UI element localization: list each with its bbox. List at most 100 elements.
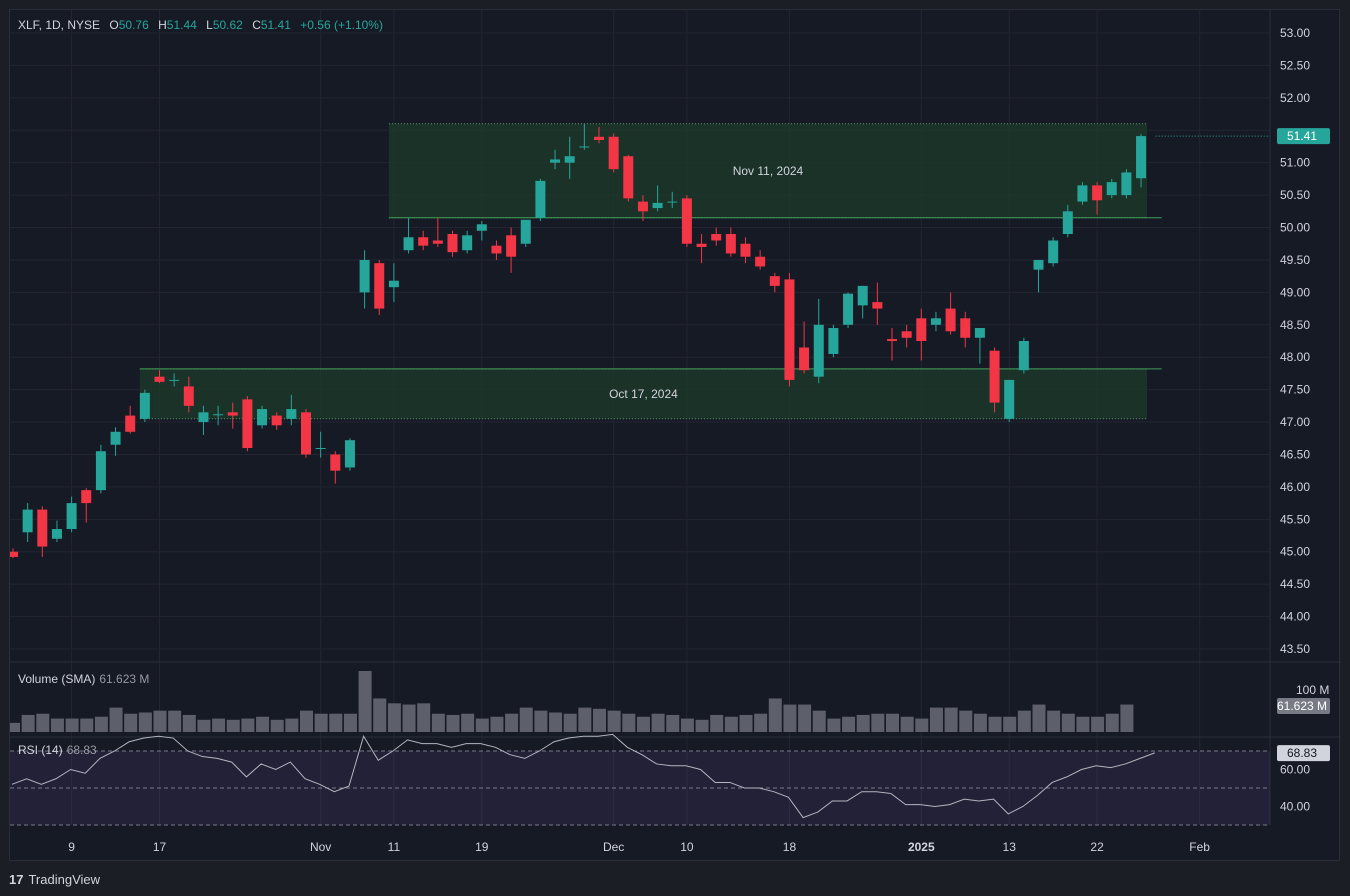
candle-body	[1018, 341, 1029, 371]
high-label: H	[158, 18, 167, 32]
candle-body	[418, 237, 429, 246]
candle	[418, 230, 429, 251]
footer: 17 TradingView	[9, 870, 100, 888]
price-tick-label: 50.00	[1280, 221, 1310, 235]
price-tick-label: 53.00	[1280, 26, 1310, 40]
volume-bar	[1003, 716, 1017, 732]
symbol-label[interactable]: XLF, 1D, NYSE	[18, 18, 101, 32]
candle-body	[784, 279, 795, 380]
candle	[388, 263, 399, 303]
candle	[725, 227, 736, 257]
last-price-label: 51.41	[1287, 129, 1317, 143]
volume-bar	[256, 716, 270, 732]
volume-bar	[402, 704, 416, 732]
volume-bar	[1017, 710, 1031, 732]
volume-bar	[915, 718, 929, 732]
volume-bar	[314, 713, 328, 732]
candle	[667, 191, 678, 209]
volume-bar	[680, 718, 694, 732]
candle-body	[740, 243, 751, 257]
low-label: L	[206, 18, 213, 32]
candle	[989, 347, 1000, 413]
close-label: C	[252, 18, 261, 32]
volume-bar	[534, 710, 548, 732]
candle-body	[1092, 185, 1103, 201]
volume-pane-title[interactable]: Volume (SMA) 61.623 M	[18, 672, 149, 686]
volume-bar	[636, 716, 650, 732]
volume-bar	[783, 704, 797, 732]
candle	[10, 548, 18, 559]
candle-body	[66, 503, 77, 530]
candle	[301, 409, 311, 458]
rsi-pane-title[interactable]: RSI (14) 68.83	[18, 743, 97, 757]
candle	[594, 127, 604, 144]
time-tick-label: 9	[68, 840, 75, 854]
volume-bar	[182, 714, 196, 732]
candle	[623, 154, 634, 202]
candle-body	[344, 440, 355, 468]
candle-body	[183, 386, 194, 406]
rsi-value: 68.83	[66, 743, 97, 757]
volume-bar	[973, 713, 987, 732]
candle	[579, 123, 590, 150]
volume-bar	[856, 714, 870, 732]
candle-body	[681, 198, 692, 244]
candle-body	[769, 276, 780, 286]
candle-body	[403, 237, 414, 251]
tradingview-logo-icon[interactable]: 17	[9, 871, 24, 887]
candle	[974, 328, 985, 364]
candle-body	[667, 201, 678, 203]
candle-body	[447, 234, 458, 253]
price-tick-label: 43.50	[1280, 642, 1310, 656]
rsi-badge-label: 68.83	[1287, 746, 1317, 760]
volume-bar	[710, 714, 724, 732]
candle-body	[843, 293, 854, 325]
candle	[432, 217, 443, 247]
price-tick-label: 47.50	[1280, 383, 1310, 397]
low-value: 50.62	[212, 18, 243, 32]
volume-bar	[886, 713, 899, 732]
candle	[476, 221, 487, 241]
candle-body	[154, 376, 165, 382]
candle-body	[271, 415, 282, 426]
candle	[1092, 182, 1103, 215]
candle	[183, 376, 194, 413]
candle	[37, 506, 48, 557]
candle-body	[315, 447, 326, 449]
candle	[564, 136, 575, 179]
price-tick-label: 45.00	[1280, 545, 1310, 559]
volume-bar	[373, 698, 387, 732]
candle	[828, 324, 839, 358]
candle	[681, 195, 692, 247]
volume-bar	[929, 707, 943, 732]
volume-bar	[1032, 704, 1046, 732]
volume-bar	[578, 707, 592, 732]
candle-body	[37, 509, 48, 547]
volume-bar	[300, 710, 313, 732]
volume-bar	[387, 703, 401, 732]
volume-bar	[168, 710, 182, 732]
volume-bar	[1061, 713, 1075, 732]
volume-bar	[197, 719, 211, 732]
candle	[535, 178, 546, 222]
candle-body	[257, 409, 268, 426]
volume-bar	[461, 713, 475, 732]
volume-bar	[988, 716, 1002, 732]
volume-bar	[212, 718, 226, 732]
candle	[857, 285, 868, 319]
candle	[769, 272, 780, 293]
candle	[315, 431, 326, 458]
candle	[198, 405, 209, 436]
price-tick-label: 51.00	[1280, 156, 1310, 170]
time-tick-label: 13	[1003, 840, 1017, 854]
candle-body	[51, 529, 62, 539]
candle-body	[301, 412, 311, 455]
brand-name[interactable]: TradingView	[28, 871, 101, 887]
candle-body	[535, 180, 546, 218]
candle-body	[110, 431, 121, 445]
volume-bar	[358, 671, 372, 732]
volume-bar	[549, 712, 563, 732]
candle-body	[887, 339, 897, 341]
candle	[843, 292, 854, 329]
